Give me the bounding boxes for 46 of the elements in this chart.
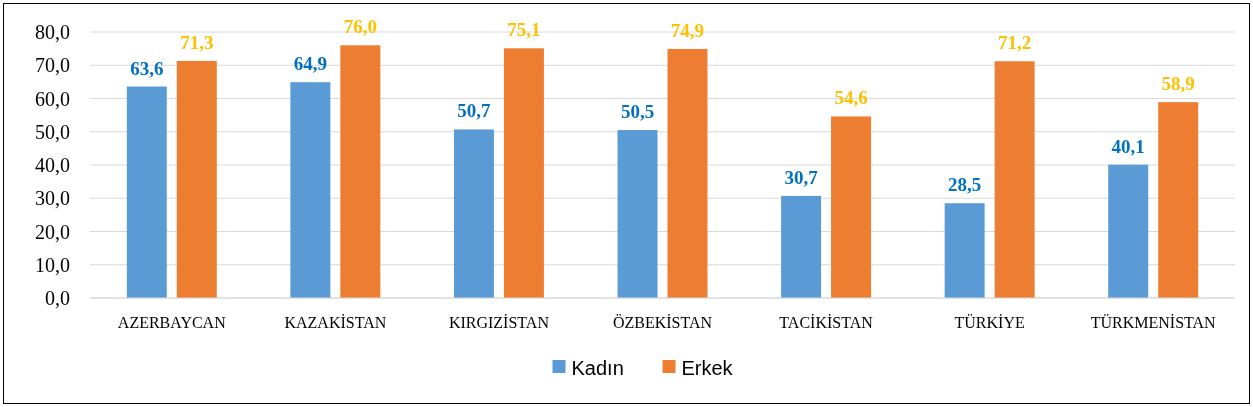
x-tick-label: KIRGIZİSTAN [448, 314, 550, 331]
bar [781, 195, 822, 298]
y-tick-label: 40,0 [35, 154, 70, 176]
text: 50,5 [620, 101, 655, 123]
text: 71,3 [180, 31, 214, 53]
text: 30,7 [784, 166, 818, 188]
text: 71,2 [998, 32, 1032, 54]
bar [176, 60, 217, 298]
text: 75,1 [507, 19, 541, 41]
text: 76,0 [343, 16, 377, 38]
bar [944, 203, 985, 298]
x-tick-label: TÜRKİYE [954, 314, 1025, 331]
y-tick-label: 60,0 [35, 87, 70, 110]
bar [453, 129, 494, 298]
y-tick-label: 70,0 [35, 54, 70, 77]
x-tick-label: TÜRKMENİSTAN [1090, 314, 1217, 331]
text: 50,7 [457, 100, 491, 122]
y-tick-label: 20,0 [35, 220, 70, 243]
text: 28,5 [948, 174, 982, 196]
bar [831, 116, 872, 298]
bar [617, 130, 658, 298]
y-tick-label: 10,0 [35, 253, 70, 276]
x-tick-label: TACİKİSTAN [779, 314, 874, 331]
legend-label: Erkek [681, 357, 734, 379]
text: 74,9 [670, 19, 705, 41]
bar [1108, 164, 1149, 298]
y-tick-label: 50,0 [35, 120, 70, 143]
bar [126, 86, 167, 298]
x-tick-label: ÖZBEKİSTAN [612, 314, 713, 331]
bar [667, 48, 708, 298]
text: 40,1 [1111, 135, 1145, 157]
bar [340, 45, 381, 298]
bar [1158, 102, 1199, 298]
bar [994, 61, 1035, 298]
y-tick-label: 0,0 [45, 287, 70, 309]
x-tick-label: AZERBAYCAN [117, 314, 227, 331]
legend-label: Kadın [571, 357, 624, 379]
y-tick-label: 80,0 [35, 21, 70, 43]
text: 58,9 [1161, 73, 1195, 95]
y-tick-label: 30,0 [35, 187, 70, 210]
text: 64,9 [293, 53, 327, 75]
x-tick-label: KAZAKİSTAN [284, 314, 387, 331]
bar [503, 48, 544, 298]
text: 54,6 [834, 87, 868, 109]
text: 63,6 [130, 57, 164, 79]
bar [290, 82, 331, 298]
